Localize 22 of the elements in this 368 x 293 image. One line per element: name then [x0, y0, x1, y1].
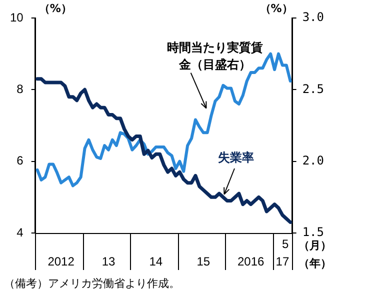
- y-axis-title: （%）: [38, 2, 72, 15]
- text: （月）: [298, 239, 332, 252]
- text: （備考）アメリカ労働省より作成。: [4, 277, 180, 290]
- y-tick-label: 4: [16, 225, 24, 240]
- series-label: 時間当たり実質賃金（目盛右）: [167, 40, 264, 72]
- text: （年）: [298, 257, 332, 270]
- text: 失業率: [218, 150, 254, 164]
- y2-tick-label: 1.5: [302, 225, 324, 240]
- text: 5: [282, 237, 289, 251]
- x-tick-label: 15: [196, 254, 210, 268]
- y2-tick-label: 2.0: [302, 153, 324, 168]
- x-tick-label: 14: [149, 254, 163, 268]
- x-tick-label: 13: [102, 254, 116, 268]
- x-tick-label: 17: [276, 254, 290, 268]
- y2-axis-title: （%）: [260, 2, 293, 15]
- x-tick-label: 2016: [237, 254, 264, 268]
- y2-tick-label: 2.5: [302, 82, 324, 96]
- y-tick-label: 6: [16, 154, 24, 168]
- y-tick-label: 8: [16, 82, 24, 96]
- y2-tick-label: 3.0: [302, 10, 324, 24]
- x-tick-label: 2012: [48, 254, 75, 268]
- y-tick-label: 10: [10, 10, 24, 24]
